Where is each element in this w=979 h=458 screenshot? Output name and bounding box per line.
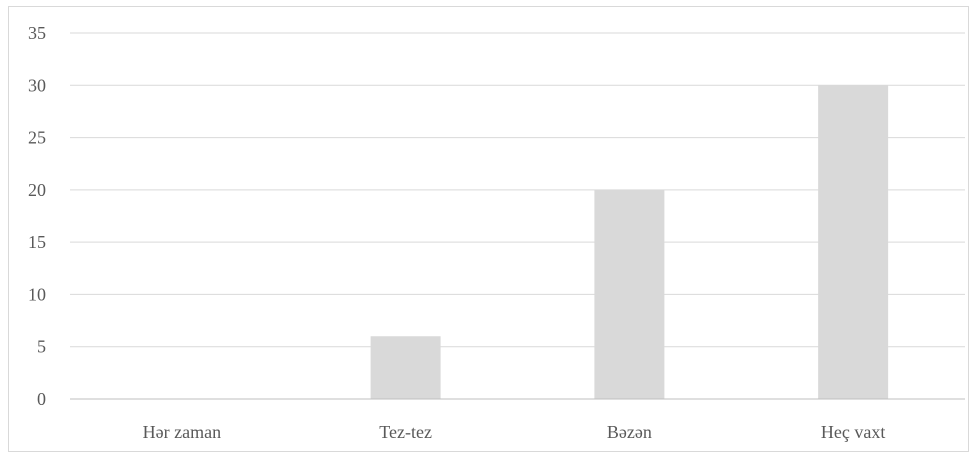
bar — [370, 336, 441, 399]
y-tick-label: 15 — [28, 232, 46, 252]
bar — [818, 85, 889, 400]
y-tick-label: 30 — [28, 75, 46, 95]
x-tick-label: Hər zaman — [143, 422, 221, 442]
x-tick-labels: Hər zaman Tez-tez Bəzən Heç vaxt — [143, 422, 886, 442]
y-tick-label: 25 — [28, 128, 46, 148]
x-tick-label: Tez-tez — [379, 422, 432, 442]
y-tick-label: 20 — [28, 180, 46, 200]
y-tick-label: 35 — [28, 23, 46, 43]
x-tick-label: Heç vaxt — [821, 422, 885, 442]
y-tick-label: 0 — [37, 389, 46, 409]
y-tick-label: 5 — [37, 337, 46, 357]
y-tick-label: 10 — [28, 284, 46, 304]
chart-frame — [8, 6, 969, 452]
bar — [594, 189, 665, 399]
x-tick-label: Bəzən — [607, 422, 652, 442]
y-tick-labels: 0 5 10 15 20 25 30 35 — [28, 23, 46, 409]
gridlines — [70, 32, 965, 348]
bars — [370, 85, 889, 400]
